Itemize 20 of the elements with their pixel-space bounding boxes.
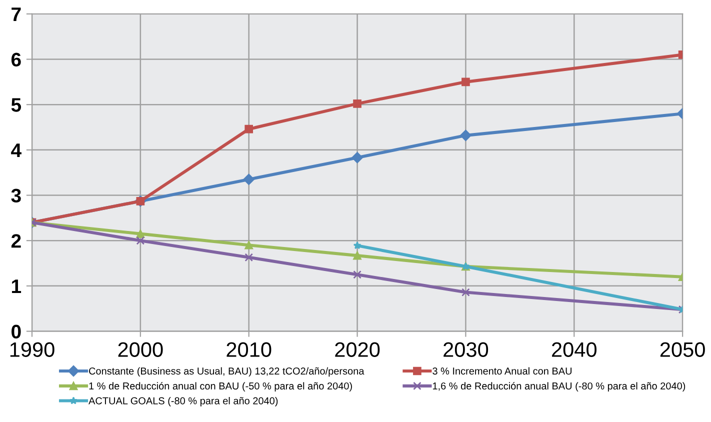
x-tick-label: 1990 (10, 342, 54, 357)
y-tick-label: 2 (11, 234, 21, 248)
x-tick-label: 2050 (660, 342, 705, 357)
y-tick-label: 5 (11, 98, 22, 112)
legend-label: 1,6 % de Reducción anual BAU (-80 % para el año 2040) (432, 382, 686, 392)
y-tick-label: 4 (11, 144, 22, 157)
x-tick-label: 2020 (335, 342, 380, 357)
legend-label: 1 % de Reducción anual con BAU (-50 % para el año 2040) (89, 382, 352, 392)
y-tick-label: 3 (11, 188, 21, 203)
legend-label: ACTUAL GOALS (-80 % para el año 2040) (88, 397, 278, 406)
y-tick-label: 0 (12, 324, 21, 339)
y-tick-label: 6 (11, 52, 21, 66)
legend-label: Constante (Business as Usual, BAU) 13,22 tCO2/año/persona (89, 367, 364, 377)
x-tick-label: 2000 (118, 342, 163, 357)
y-tick-label: 1 (12, 280, 22, 293)
x-tick-label: 2030 (444, 342, 488, 357)
x-tick-label: 2040 (552, 342, 596, 357)
y-tick-label: 7 (12, 8, 21, 21)
legend-label: 3 % Incremento Anual con BAU (432, 367, 572, 375)
x-tick-label: 2010 (226, 342, 272, 357)
